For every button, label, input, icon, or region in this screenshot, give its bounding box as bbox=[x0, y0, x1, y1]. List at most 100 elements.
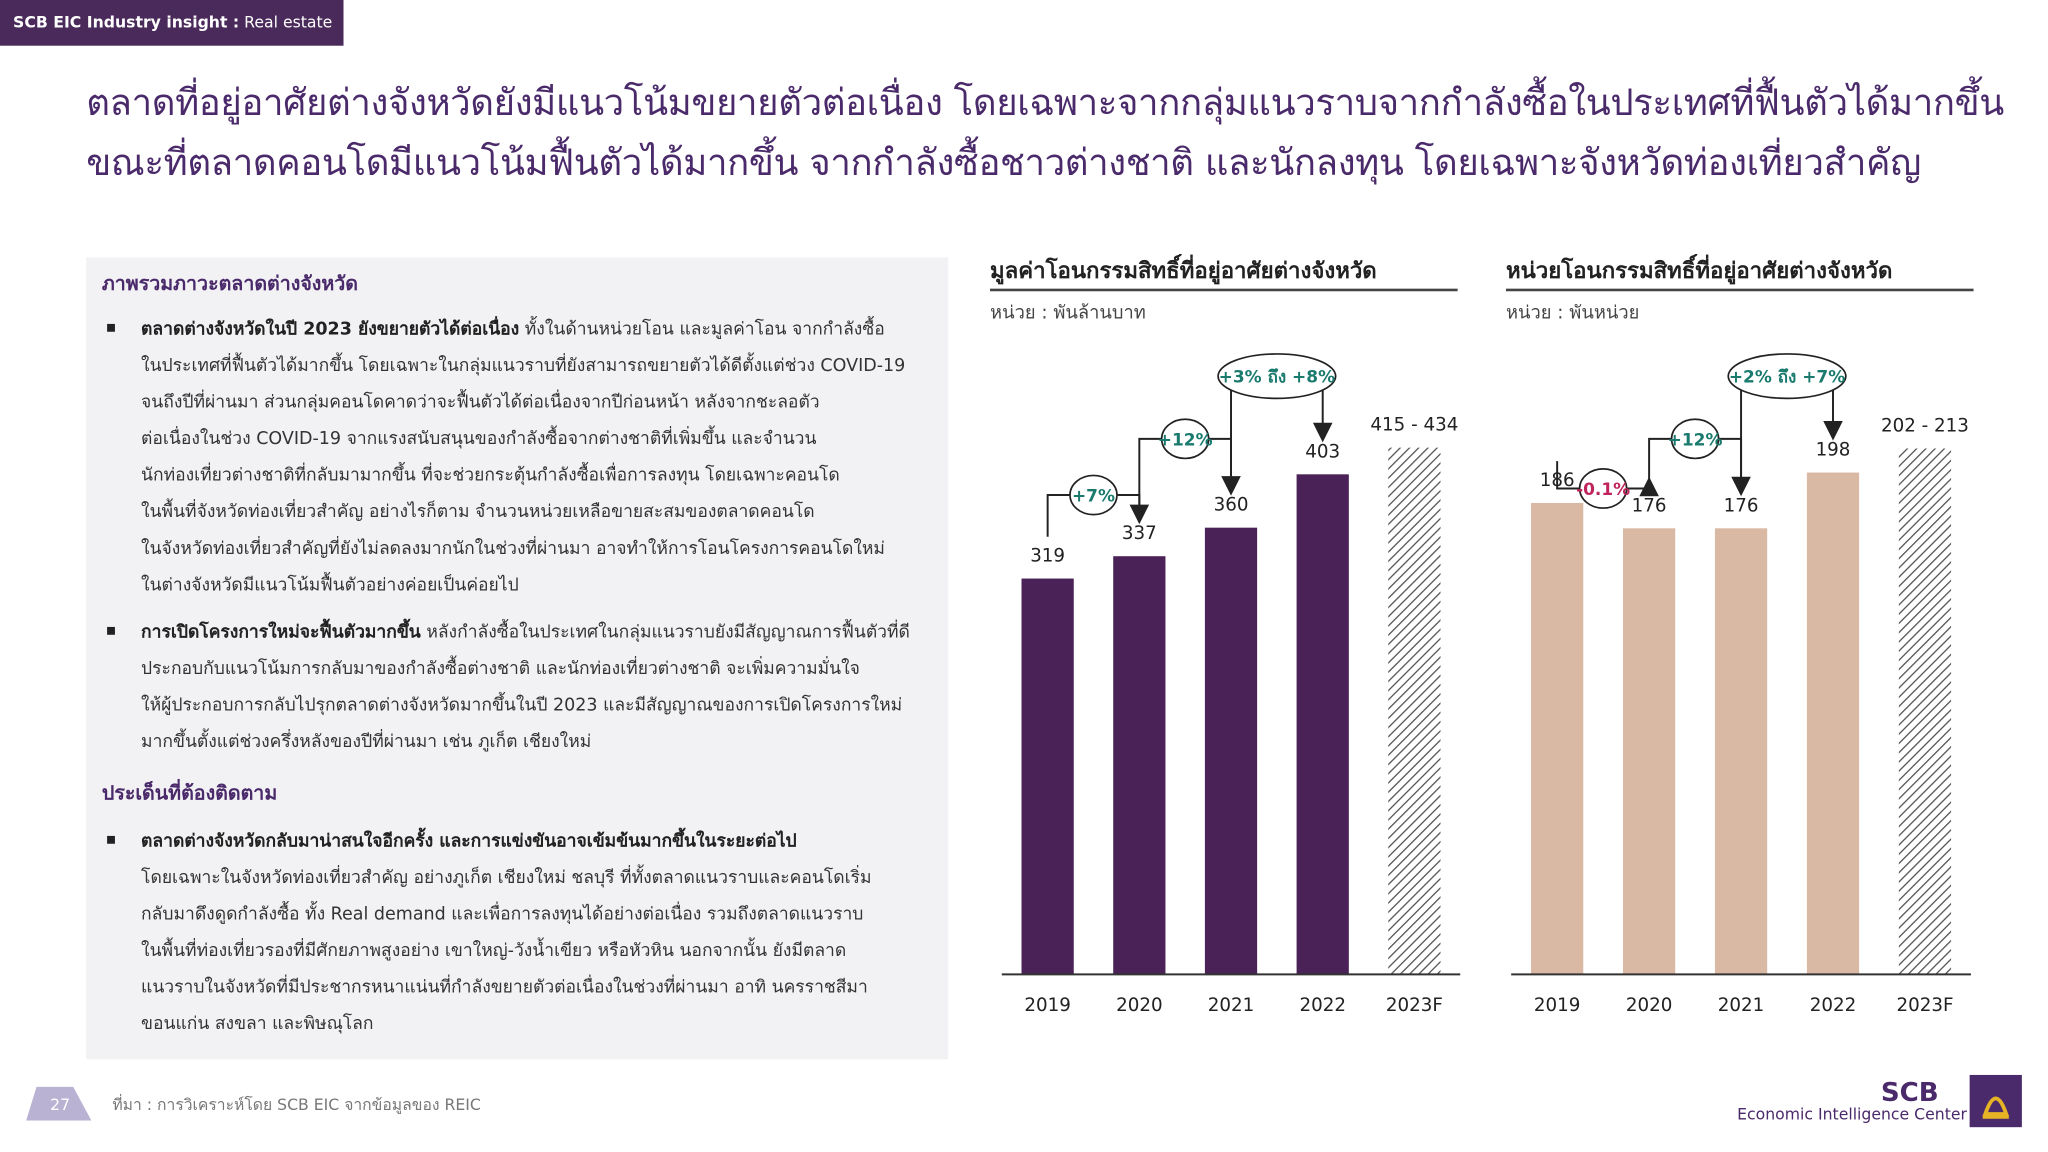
growth-connector bbox=[1648, 437, 1672, 487]
value-label: 202 - 213 bbox=[1881, 415, 1969, 436]
bar-2023F bbox=[1388, 447, 1441, 975]
logo-brand: SCB bbox=[1880, 1076, 1939, 1108]
x-tick-label: 2019 bbox=[1024, 995, 1071, 1016]
bullet-lead: การเปิดโครงการใหม่จะฟื้นตัวมากขึ้น bbox=[141, 623, 421, 643]
value-label: 337 bbox=[1122, 523, 1157, 544]
chart-transfer-value: 319 2019 337 2020 360 2021 403 2022 415 - 434 202… bbox=[1001, 353, 1461, 1016]
x-tick-label: 2020 bbox=[1626, 995, 1673, 1016]
growth-bubble bbox=[1727, 353, 1847, 400]
value-label: 360 bbox=[1214, 495, 1249, 516]
page-number: 27 bbox=[50, 1095, 70, 1114]
bar-2019 bbox=[1531, 502, 1584, 975]
growth-label: +3% ถึง +8% bbox=[1219, 368, 1335, 388]
chart-value-unit: หน่วย : พันล้านบาท bbox=[990, 303, 1146, 324]
growth-label: +2% ถึง +7% bbox=[1729, 368, 1845, 388]
bar-2023F bbox=[1898, 448, 1952, 975]
bullet-marker bbox=[107, 835, 115, 844]
bullet-line: จนถึงปีที่ผ่านมา ส่วนกลุ่มคอนโดคาดว่าจะฟ… bbox=[141, 393, 820, 413]
growth-bubble bbox=[1160, 418, 1210, 460]
bullet-line: ขอนแก่น สงขลา และพิษณุโลก bbox=[141, 1014, 374, 1035]
bullet-line: ในพื้นที่จังหวัดท่องเที่ยวสำคัญ อย่างไรก… bbox=[141, 502, 815, 523]
bullet-line: ให้ผู้ประกอบการกลับไปรุกตลาดต่างจังหวัดม… bbox=[141, 696, 903, 716]
growth-arrow bbox=[1626, 476, 1659, 497]
bullet-line: ในประเทศที่ฟื้นตัวได้มากขึ้น โดยเฉพาะในก… bbox=[141, 356, 906, 377]
x-tick-label: 2021 bbox=[1208, 995, 1255, 1016]
x-tick-label: 2021 bbox=[1718, 995, 1765, 1016]
summary-panel bbox=[86, 257, 949, 1060]
growth-connector bbox=[1138, 437, 1162, 515]
bullet-line: ในต่างจังหวัดมีแนวโน้มฟื้นตัวอย่างค่อยเป… bbox=[141, 575, 519, 596]
bullet-line: ในพื้นที่ท่องเที่ยวรองที่มีศักยภาพสูงอย่… bbox=[141, 941, 847, 962]
growth-bubble bbox=[1069, 474, 1118, 516]
bullet-line: ต่อเนื่องในช่วง COVID-19 จากแรงสนับสนุนข… bbox=[141, 429, 817, 450]
bullet-line: ในจังหวัดท่องเที่ยวสำคัญที่ยังไม่ลดลงมาก… bbox=[141, 539, 885, 560]
growth-bubble bbox=[1217, 353, 1337, 400]
growth-connector bbox=[1218, 375, 1232, 486]
chart-value-rule bbox=[990, 288, 1458, 292]
growth-connector bbox=[1046, 494, 1070, 537]
value-label: 415 - 434 bbox=[1370, 415, 1458, 436]
overview-heading: ภาพรวมภาวะตลาดต่างจังหวัด bbox=[101, 271, 359, 296]
bullet-overview-market: ตลาดต่างจังหวัดในปี 2023 ยังขยายตัวได้ต่… bbox=[141, 312, 940, 605]
bar-2019 bbox=[1021, 578, 1074, 975]
header-brand: SCB EIC Industry insight : bbox=[13, 13, 240, 32]
page-number-badge: 27 bbox=[26, 1086, 92, 1121]
bar-2021 bbox=[1204, 527, 1258, 975]
growth-label: -0.1% bbox=[1576, 480, 1630, 500]
bullet-line: โดยเฉพาะในจังหวัดท่องเที่ยวสำคัญ อย่างภู… bbox=[141, 868, 872, 889]
growth-label: +12% bbox=[1668, 430, 1723, 450]
watch-heading: ประเด็นที่ต้องติดตาม bbox=[101, 781, 278, 805]
header-section: Real estate bbox=[244, 13, 333, 32]
growth-bubble bbox=[1578, 468, 1628, 509]
value-label: 319 bbox=[1030, 546, 1065, 567]
bar-2021 bbox=[1714, 528, 1768, 975]
growth-label: +7% bbox=[1072, 487, 1115, 507]
bullet-line: ตลาดต่างจังหวัดกลับมาน่าสนใจอีกครั้ง และ… bbox=[141, 824, 940, 861]
chart-units-unit: หน่วย : พันหน่วย bbox=[1505, 303, 1640, 324]
bullet-line-text: ทั้งในด้านหน่วยโอน และมูลค่าโอน จากกำลัง… bbox=[519, 319, 885, 340]
bar-2020 bbox=[1622, 528, 1676, 975]
page-title: ตลาดที่อยู่อาศัยต่างจังหวัดยังมีแนวโน้มข… bbox=[86, 80, 2004, 185]
bullet-line: มากขึ้นตั้งแต่ช่วงครึ่งหลังของปีที่ผ่านม… bbox=[141, 732, 592, 753]
value-label: 176 bbox=[1724, 495, 1759, 516]
x-tick-label: 2023F bbox=[1386, 995, 1443, 1016]
growth-bubble bbox=[1670, 418, 1720, 460]
bullet-watch: ตลาดต่างจังหวัดกลับมาน่าสนใจอีกครั้ง และ… bbox=[141, 824, 940, 1043]
bullet-line: ตลาดต่างจังหวัดในปี 2023 ยังขยายตัวได้ต่… bbox=[141, 312, 940, 349]
value-label: 198 bbox=[1816, 440, 1851, 461]
bullet-marker bbox=[107, 626, 115, 635]
scb-logo-icon bbox=[1969, 1074, 2022, 1128]
growth-label: +12% bbox=[1158, 430, 1213, 450]
bullet-marker bbox=[107, 323, 115, 332]
x-tick-label: 2020 bbox=[1116, 995, 1163, 1016]
bullet-line: แนวราบในจังหวัดที่มีประชากรหนาแน่นที่กำล… bbox=[141, 978, 868, 998]
x-tick-label: 2022 bbox=[1299, 995, 1346, 1016]
value-label: 403 bbox=[1305, 441, 1340, 462]
growth-connector bbox=[1728, 375, 1743, 487]
x-tick-label: 2022 bbox=[1810, 995, 1857, 1016]
x-tick-label: 2023F bbox=[1896, 995, 1953, 1016]
growth-arrow bbox=[1116, 494, 1150, 525]
bar-2020 bbox=[1113, 556, 1166, 975]
x-tick-label: 2019 bbox=[1534, 995, 1581, 1016]
growth-connector bbox=[1556, 461, 1580, 490]
bullet-line: กลับมาดึงดูดกำลังซื้อ ทั้ง Real demand แ… bbox=[141, 905, 864, 925]
chart-units-rule bbox=[1505, 288, 1974, 292]
bar-2022 bbox=[1806, 472, 1860, 975]
bar-2022 bbox=[1296, 474, 1349, 975]
bullet-lead: ตลาดต่างจังหวัดกลับมาน่าสนใจอีกครั้ง และ… bbox=[141, 831, 797, 852]
logo-caption: Economic Intelligence Center bbox=[1737, 1104, 1967, 1124]
bullet-line: การเปิดโครงการใหม่จะฟื้นตัวมากขึ้น หลังก… bbox=[141, 615, 940, 652]
value-label: 176 bbox=[1632, 495, 1667, 516]
bullet-new-projects: การเปิดโครงการใหม่จะฟื้นตัวมากขึ้น หลังก… bbox=[141, 615, 940, 761]
bullet-line-text: หลังกำลังซื้อในประเทศในกลุ่มแนวราบยังมีส… bbox=[420, 623, 910, 643]
header-bar: SCB EIC Industry insight : Real estate bbox=[0, 0, 344, 46]
chart-units-title: หน่วยโอนกรรมสิทธิ์ที่อยู่อาศัยต่างจังหวั… bbox=[1505, 258, 1893, 285]
chart-value-title: มูลค่าโอนกรรมสิทธิ์ที่อยู่อาศัยต่างจังหว… bbox=[990, 258, 1377, 285]
bullet-line: นักท่องเที่ยวต่างชาติที่กลับมามากขึ้น ที… bbox=[141, 466, 840, 486]
source-note: ที่มา : การวิเคราะห์โดย SCB EIC จากข้อมู… bbox=[112, 1095, 481, 1115]
bullet-line: ประกอบกับแนวโน้มการกลับมาของกำลังซื้อต่า… bbox=[141, 659, 860, 680]
bullet-lead: ตลาดต่างจังหวัดในปี 2023 ยังขยายตัวได้ต่… bbox=[141, 319, 520, 340]
